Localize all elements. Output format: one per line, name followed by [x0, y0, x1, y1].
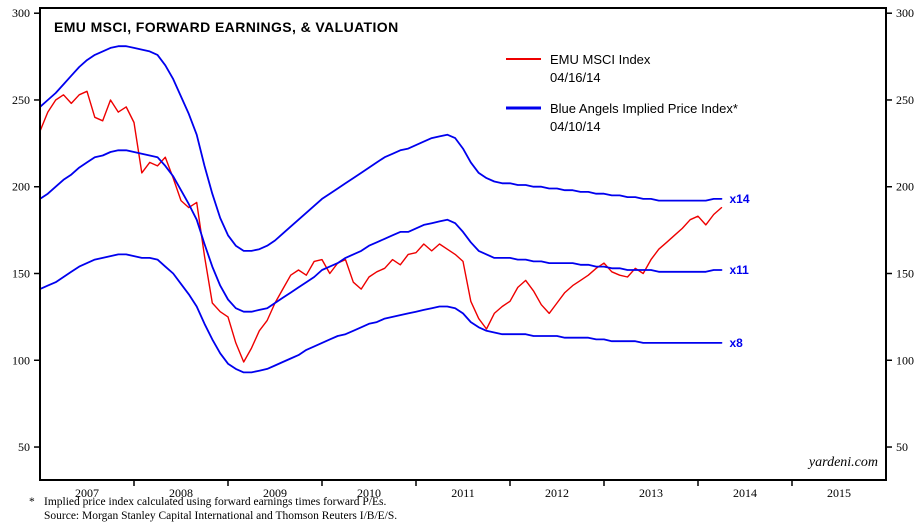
x-axis-year-label: 2008	[169, 486, 193, 500]
series-line-emu-msci-index	[39, 90, 723, 363]
axes: 50 50 100 100 150 150 200 200 250 250 300 300 2007 20…	[12, 6, 914, 500]
footnote-line1: Implied price index calculated using for…	[44, 496, 386, 508]
multiple-label-x8: x8	[730, 336, 744, 350]
series-line-blue-angels-x8	[39, 253, 723, 374]
plot-border	[39, 7, 887, 481]
y-axis-label-right: 200	[896, 180, 914, 194]
chart-title: EMU MSCI, FORWARD EARNINGS, & VALUATION	[54, 19, 399, 35]
y-axis-label-right: 250	[896, 93, 914, 107]
series-end-labels: x14 x11 x8	[730, 192, 750, 350]
footnote-asterisk: *	[29, 496, 35, 508]
y-axis-label-left: 300	[12, 6, 30, 20]
x-axis-year-label: 2010	[357, 486, 381, 500]
y-axis-label-right: 150	[896, 267, 914, 281]
legend-label-emu-msci: EMU MSCI Index	[550, 52, 651, 67]
x-axis-year-label: 2014	[733, 486, 757, 500]
x-axis-year-label: 2011	[451, 486, 475, 500]
legend: EMU MSCI Index 04/16/14 Blue Angels Impl…	[506, 52, 738, 134]
y-axis-label-left: 100	[12, 353, 30, 367]
x-axis-year-label: 2012	[545, 486, 569, 500]
y-axis-label-left: 250	[12, 93, 30, 107]
x-axis-year-label: 2015	[827, 486, 851, 500]
multiple-label-x14: x14	[730, 192, 750, 206]
y-axis-label-right: 300	[896, 6, 914, 20]
legend-date-emu-msci: 04/16/14	[550, 70, 601, 85]
multiple-label-x11: x11	[730, 263, 750, 277]
legend-date-blue-angels: 04/10/14	[550, 119, 601, 134]
y-axis-label-left: 50	[18, 440, 30, 454]
x-axis-year-label: 2013	[639, 486, 663, 500]
series-line-blue-angels-x11	[39, 149, 723, 313]
x-axis-year-label: 2007	[75, 486, 99, 500]
y-axis-label-left: 150	[12, 267, 30, 281]
x-axis-year-label: 2009	[263, 486, 287, 500]
footnote-line2: Source: Morgan Stanley Capital Internati…	[44, 510, 397, 522]
y-axis-label-left: 200	[12, 180, 30, 194]
series-line-blue-angels-x14	[39, 45, 723, 252]
legend-label-blue-angels: Blue Angels Implied Price Index*	[550, 101, 738, 116]
y-axis-label-right: 50	[896, 440, 908, 454]
watermark: yardeni.com	[807, 455, 878, 470]
y-axis-label-right: 100	[896, 353, 914, 367]
series-lines	[39, 45, 723, 374]
